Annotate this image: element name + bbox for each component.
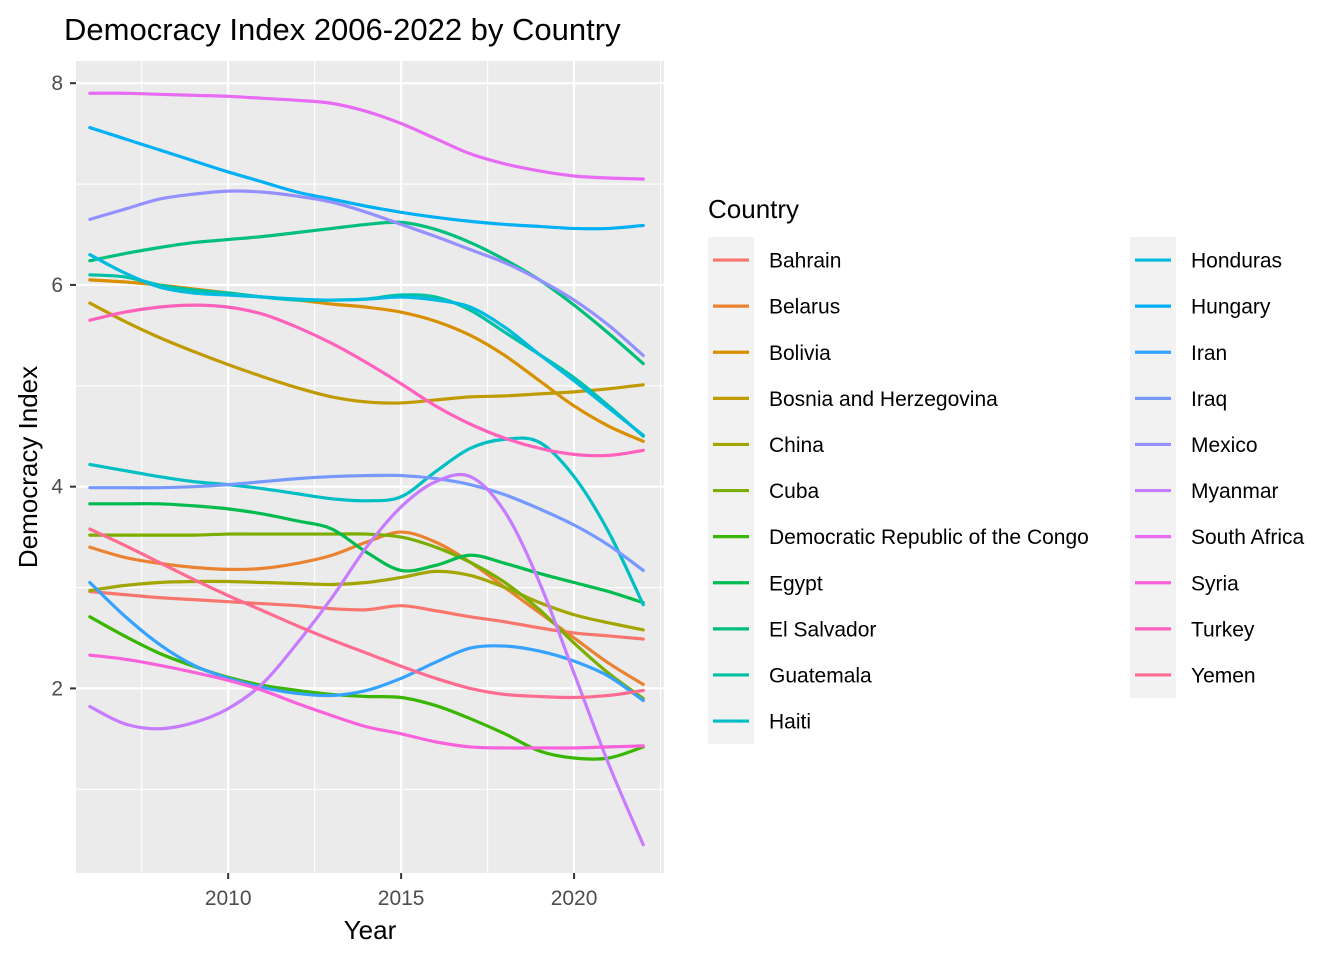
series-line-democratic-republic-of-the-congo [88,615,645,761]
legend-label-china: China [769,434,824,457]
series-line-haiti [88,436,645,607]
legend-title: Country [708,194,799,224]
legend-label-bahrain: Bahrain [769,250,841,273]
x-tick-label: 2020 [551,887,598,910]
y-tick-label: 4 [51,476,63,499]
series-line-mexico [88,189,645,358]
series-line-yemen [88,527,645,700]
series-line-turkey [88,303,645,458]
legend-label-honduras: Honduras [1191,250,1282,273]
series-line-hungary [88,125,645,231]
x-tick-label: 2010 [205,887,252,910]
legend-label-guatemala: Guatemala [769,664,872,687]
legend-label-egypt: Egypt [769,572,823,595]
plot-panel [76,61,664,873]
legend-key-background [1130,237,1176,698]
legend-label-bosnia-and-herzegovina: Bosnia and Herzegovina [769,388,998,411]
legend-label-syria: Syria [1191,572,1239,595]
major-gridlines [76,61,664,873]
series-line-south-africa [88,91,645,181]
series-line-iraq [88,473,645,572]
legend-label-democratic-republic-of-the-congo: Democratic Republic of the Congo [769,526,1089,549]
y-axis-ticks: 2 4 6 8 [51,72,76,700]
legend-label-iraq: Iraq [1191,388,1227,411]
legend-label-cuba: Cuba [769,480,820,503]
y-axis-title: Democracy Index [13,366,43,568]
y-tick-label: 8 [51,72,63,95]
legend-label-belarus: Belarus [769,296,840,319]
legend-label-iran: Iran [1191,342,1227,365]
legend-label-turkey: Turkey [1191,618,1255,641]
series-line-bosnia-and-herzegovina [88,301,645,405]
series-line-honduras [88,253,645,437]
legend-label-mexico: Mexico [1191,434,1258,457]
x-tick-label: 2015 [378,887,425,910]
series-line-myanmar [88,472,645,847]
y-tick-label: 2 [51,677,63,700]
chart-title: Democracy Index 2006-2022 by Country [64,12,621,47]
x-axis-title: Year [344,915,397,945]
legend-label-yemen: Yemen [1191,664,1256,687]
series-line-bahrain [88,589,645,641]
legend-label-el-salvador: El Salvador [769,618,876,641]
series-lines [88,91,645,847]
legend-label-south-africa: South Africa [1191,526,1305,549]
legend-label-bolivia: Bolivia [769,342,831,365]
legend: Bahrain Belarus Bolivia Bosnia and Herzegov… [708,237,1305,745]
legend-label-hungary: Hungary [1191,296,1271,319]
series-line-syria [88,653,645,750]
y-tick-label: 6 [51,274,63,297]
legend-label-haiti: Haiti [769,711,811,734]
legend-label-myanmar: Myanmar [1191,480,1279,503]
series-line-egypt [88,502,645,605]
series-line-iran [88,580,645,703]
series-line-cuba [88,532,645,701]
x-axis-ticks: 2010 2015 2020 [205,873,598,910]
